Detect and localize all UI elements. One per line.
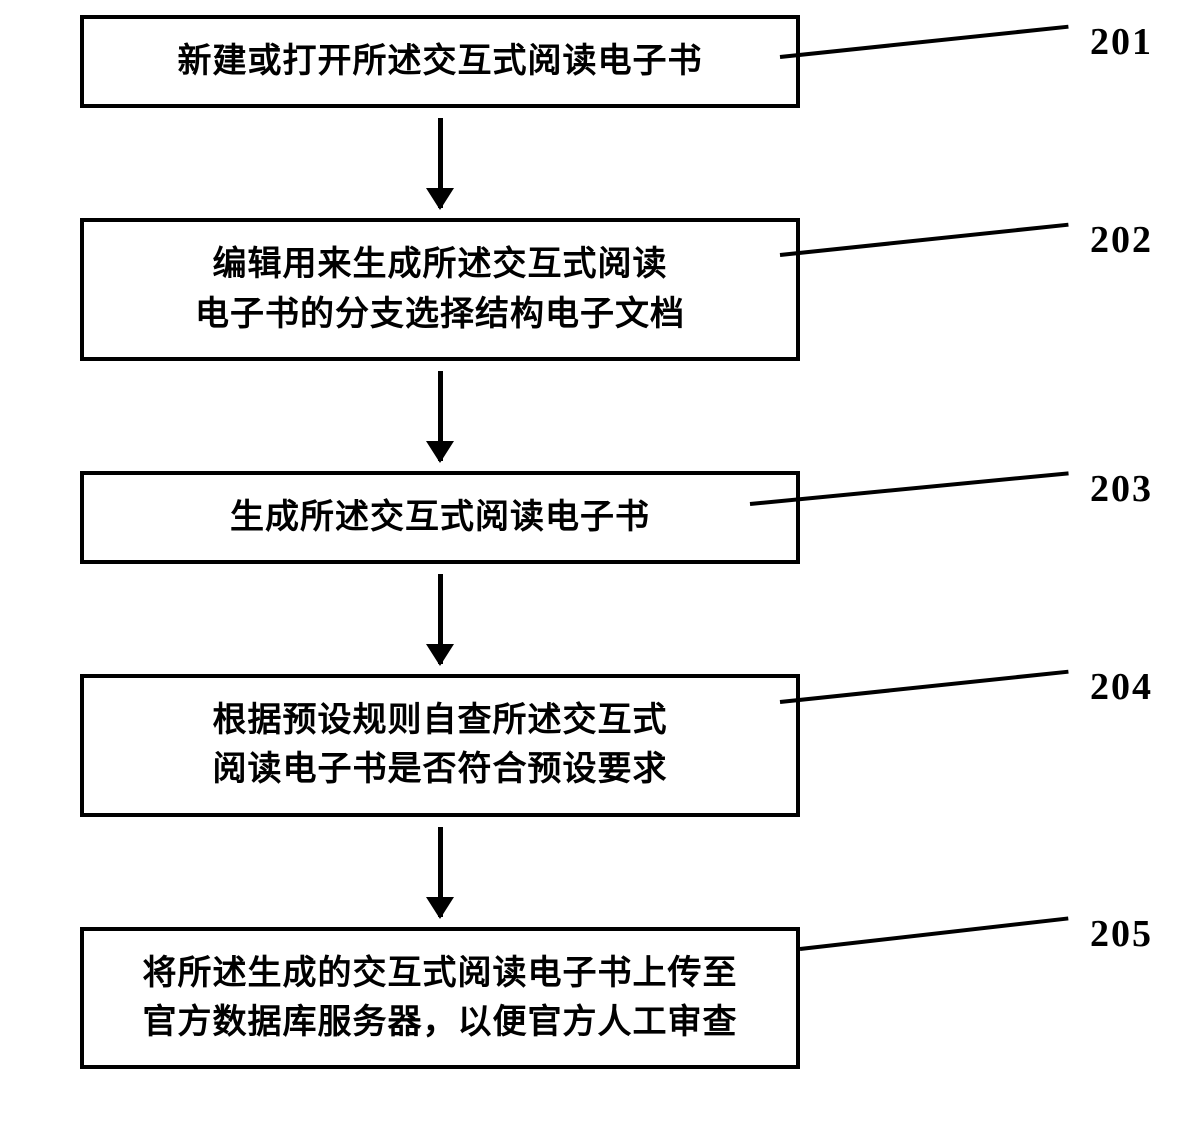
flowchart-step-1-text: 新建或打开所述交互式阅读电子书 (178, 37, 703, 86)
flowchart-arrow-3 (80, 564, 800, 674)
arrow-head-icon (426, 441, 454, 463)
flowchart-step-2-text: 编辑用来生成所述交互式阅读 电子书的分支选择结构电子文档 (195, 240, 685, 339)
step-label-2: 202 (1090, 218, 1153, 262)
flowchart-step-4: 根据预设规则自查所述交互式 阅读电子书是否符合预设要求 (80, 674, 800, 817)
arrow-head-icon (426, 644, 454, 666)
arrow-shaft (438, 118, 443, 208)
step-4-line-2: 阅读电子书是否符合预设要求 (213, 751, 668, 788)
arrow-shaft (438, 371, 443, 461)
arrow-shaft (438, 574, 443, 664)
step-5-line-2: 官方数据库服务器，以便官方人工审查 (143, 1004, 738, 1041)
step-label-4: 204 (1090, 665, 1153, 709)
step-2-line-2: 电子书的分支选择结构电子文档 (195, 296, 685, 333)
arrow-head-icon (426, 897, 454, 919)
label-connector-2 (780, 223, 1069, 257)
flowchart-step-5: 将所述生成的交互式阅读电子书上传至 官方数据库服务器，以便官方人工审查 (80, 927, 800, 1070)
arrow-head-icon (426, 188, 454, 210)
step-4-line-1: 根据预设规则自查所述交互式 (213, 702, 668, 739)
step-2-line-1: 编辑用来生成所述交互式阅读 (213, 246, 668, 283)
flowchart-step-5-text: 将所述生成的交互式阅读电子书上传至 官方数据库服务器，以便官方人工审查 (143, 949, 738, 1048)
step-label-5: 205 (1090, 912, 1153, 956)
flowchart-arrow-4 (80, 817, 800, 927)
flowchart-arrow-2 (80, 361, 800, 471)
flowchart-container: 新建或打开所述交互式阅读电子书 201 编辑用来生成所述交互式阅读 电子书的分支… (80, 15, 1080, 1069)
flowchart-step-4-text: 根据预设规则自查所述交互式 阅读电子书是否符合预设要求 (213, 696, 668, 795)
flowchart-step-3-text: 生成所述交互式阅读电子书 (230, 493, 650, 542)
label-connector-1 (780, 25, 1069, 59)
flowchart-step-3: 生成所述交互式阅读电子书 (80, 471, 800, 564)
label-connector-5 (800, 916, 1069, 951)
label-connector-4 (780, 670, 1069, 704)
flowchart-arrow-1 (80, 108, 800, 218)
step-label-1: 201 (1090, 20, 1153, 64)
flowchart-step-2: 编辑用来生成所述交互式阅读 电子书的分支选择结构电子文档 (80, 218, 800, 361)
step-label-3: 203 (1090, 467, 1153, 511)
arrow-shaft (438, 827, 443, 917)
step-5-line-1: 将所述生成的交互式阅读电子书上传至 (143, 955, 738, 992)
flowchart-step-1: 新建或打开所述交互式阅读电子书 (80, 15, 800, 108)
